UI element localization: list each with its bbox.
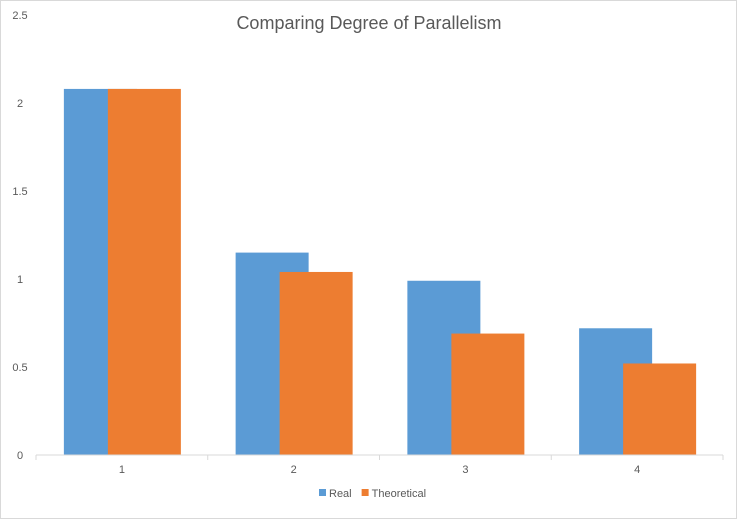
legend-label-theoretical: Theoretical	[372, 488, 426, 500]
x-tick-label: 2	[291, 464, 297, 476]
y-tick-label: 1.5	[12, 186, 27, 198]
legend-swatch-real	[319, 489, 326, 496]
legend-swatch-theoretical	[361, 489, 369, 496]
y-tick-label: 2	[17, 98, 23, 110]
legend: Real Theoretical	[319, 488, 426, 500]
y-tick-label: 0.5	[12, 362, 27, 374]
chart-title: Comparing Degree of Parallelism	[236, 13, 501, 33]
bar-theoretical-3	[451, 333, 525, 455]
legend-label-real: Real	[329, 488, 352, 500]
x-axis-ticks: 1 2 3 4	[35, 455, 724, 476]
bars	[63, 88, 697, 456]
x-tick-label: 3	[462, 464, 468, 476]
y-tick-label: 0	[17, 450, 23, 462]
bar-theoretical-4	[623, 363, 697, 455]
bar-theoretical-1	[107, 88, 181, 456]
y-tick-label: 2.5	[12, 10, 27, 22]
x-tick-label: 1	[119, 464, 125, 476]
y-tick-label: 1	[17, 274, 23, 286]
y-axis-ticks: 0 0.5 1 1.5 2 2.5	[12, 10, 27, 462]
bar-theoretical-2	[279, 271, 353, 455]
x-tick-label: 4	[634, 464, 640, 476]
